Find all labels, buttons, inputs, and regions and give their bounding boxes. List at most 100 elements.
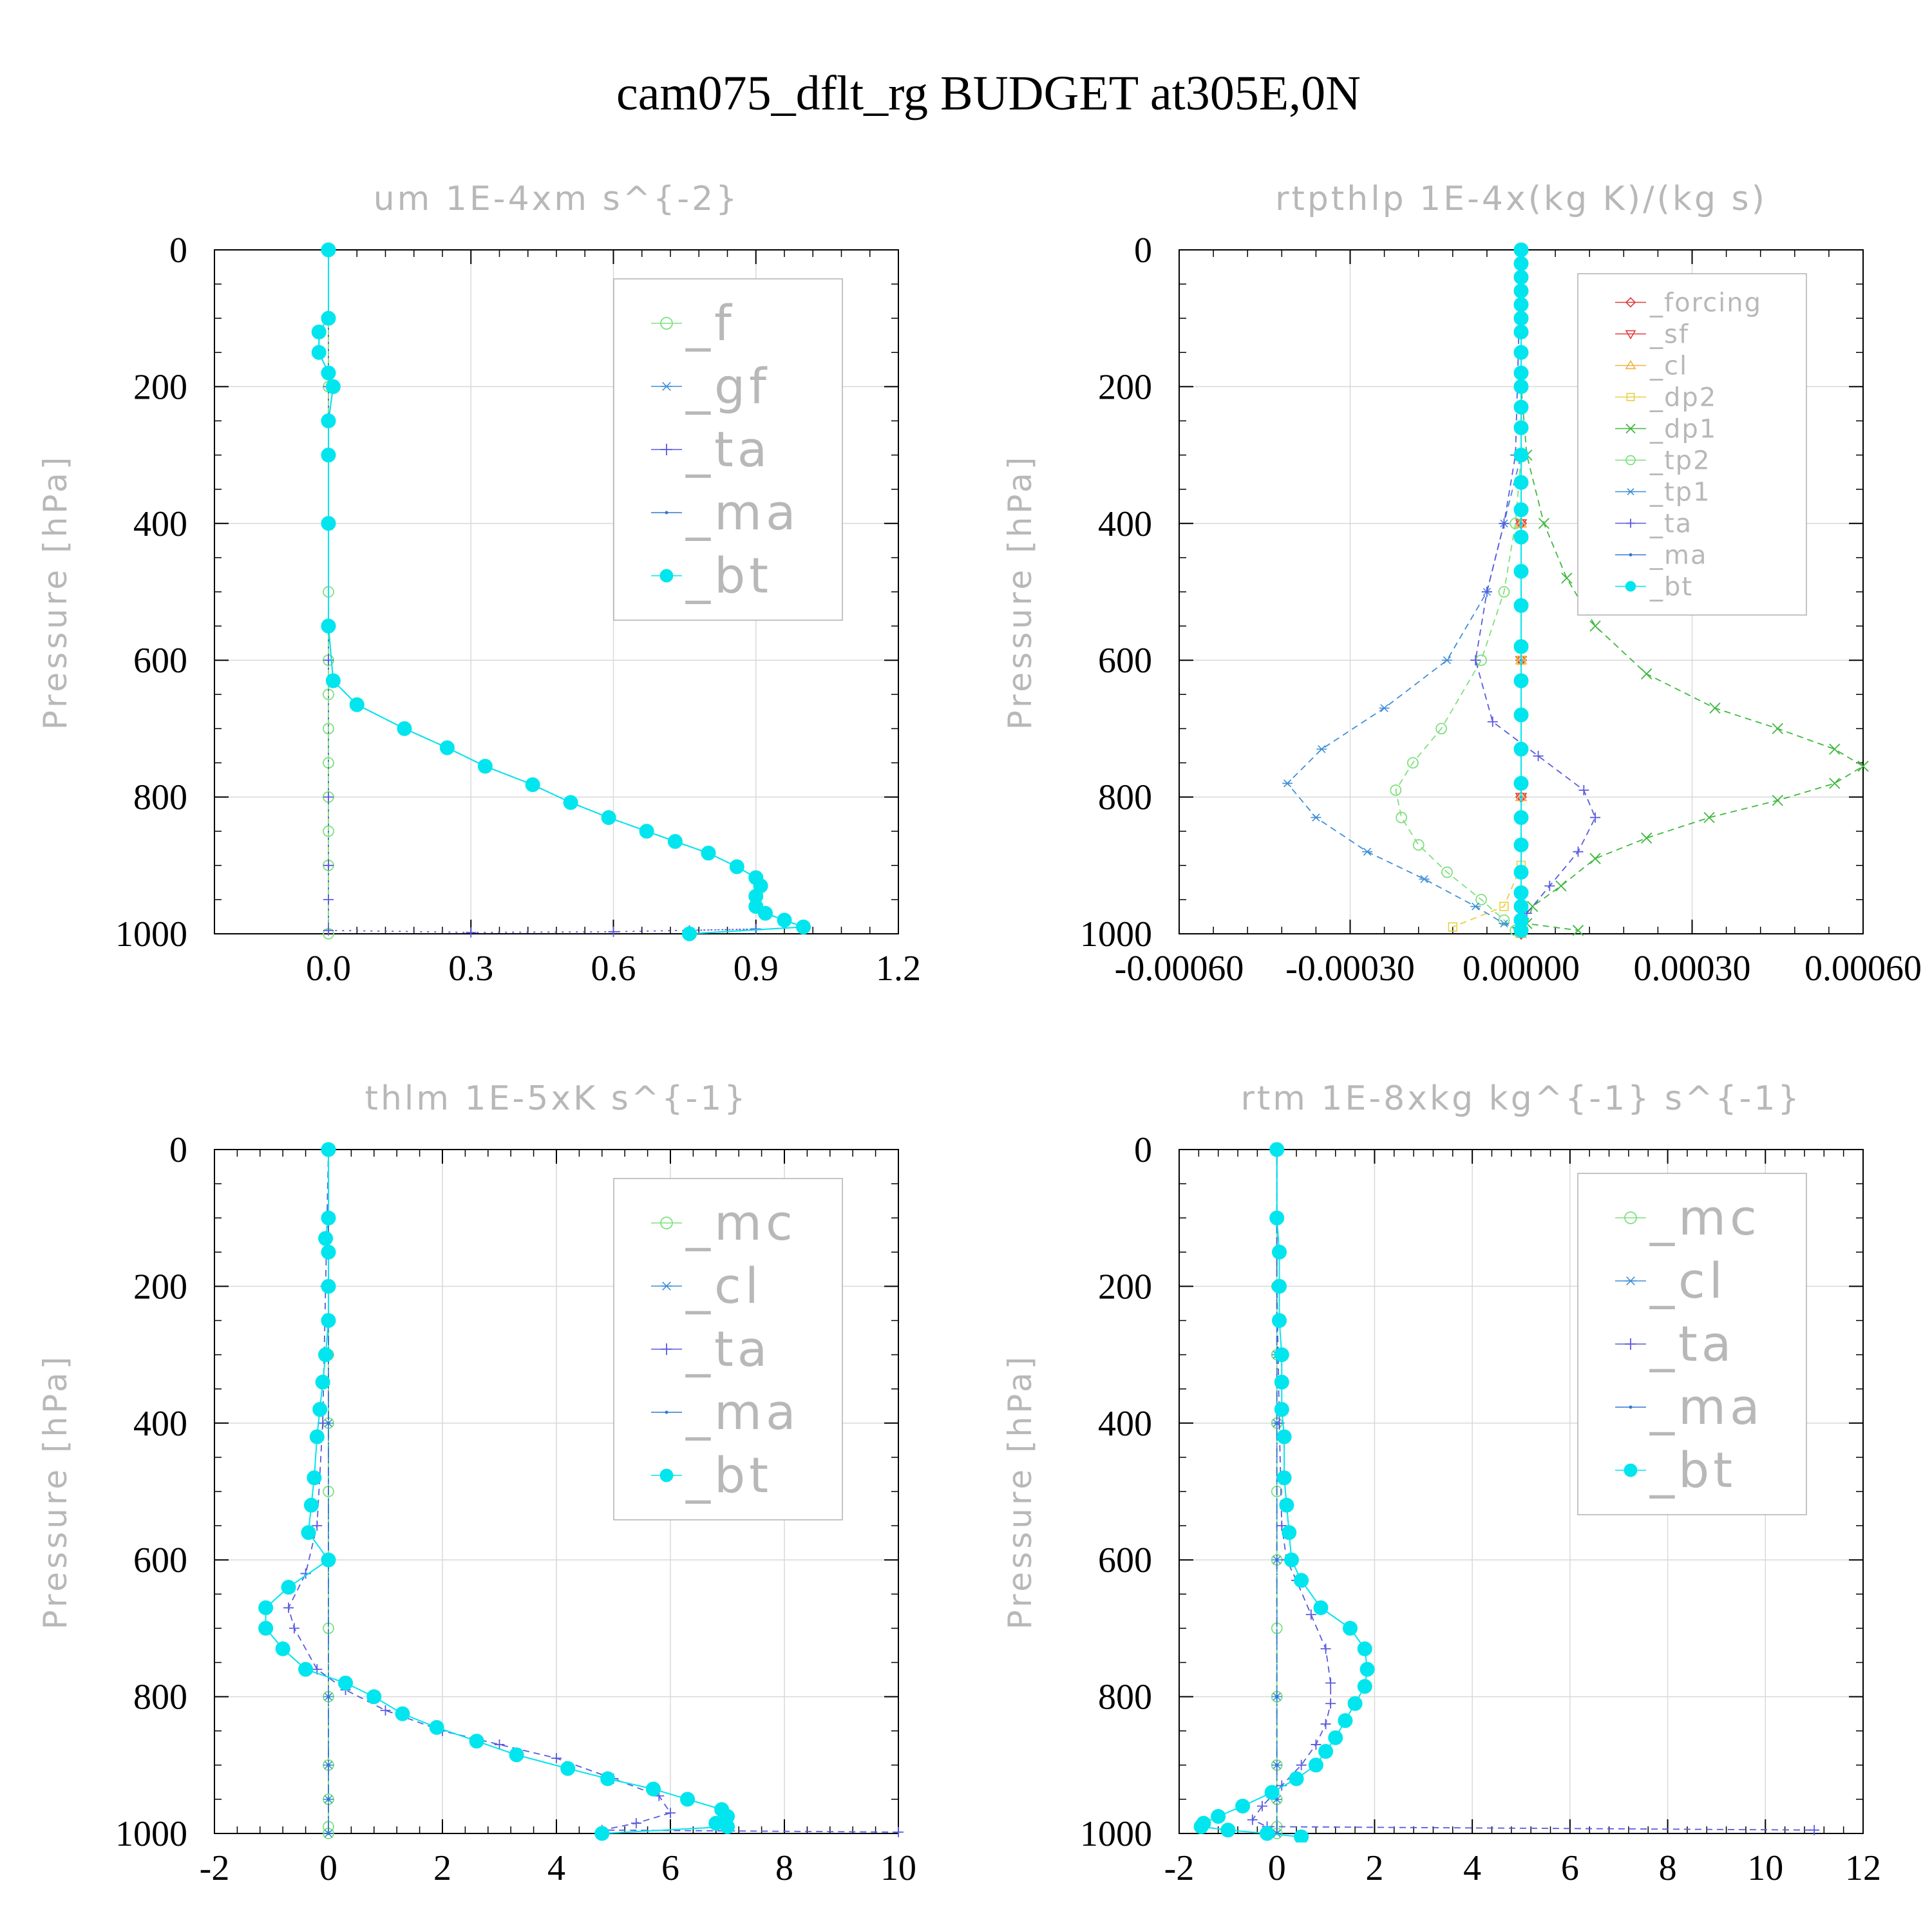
series-line [1475, 249, 1596, 931]
x-tick-label: 0.3 [448, 949, 493, 989]
data-point [327, 1797, 330, 1801]
x-tick-label: -0.00030 [1285, 949, 1415, 989]
y-axis-label: Pressure [hPa] [37, 1354, 74, 1630]
legend-marker [660, 1217, 673, 1229]
data-point [1573, 846, 1584, 857]
data-point [349, 697, 365, 712]
data-point [1499, 518, 1510, 529]
x-tick-label: 0.0 [306, 949, 351, 989]
data-point [682, 926, 697, 942]
legend-marker [1626, 518, 1635, 528]
y-tick-label: 0 [169, 1130, 187, 1170]
x-tick-label: 1.2 [876, 949, 921, 989]
data-point [1589, 853, 1601, 864]
y-tick-label: 800 [1098, 778, 1152, 818]
y-tick-label: 1000 [115, 1814, 187, 1854]
data-point [1320, 1719, 1331, 1730]
legend-marker [661, 382, 672, 391]
data-point [338, 1675, 354, 1690]
data-point [1513, 673, 1529, 688]
x-tick-label: 4 [547, 1848, 565, 1888]
data-point [1313, 1600, 1329, 1616]
data-point [1283, 1552, 1299, 1567]
legend-label: _bt [685, 547, 772, 604]
data-point [1294, 1573, 1309, 1588]
legend-label: _f [685, 294, 735, 352]
data-point [1513, 923, 1529, 938]
data-point [1328, 1730, 1343, 1745]
data-point [327, 1421, 330, 1425]
data-point [321, 618, 336, 634]
data-point [1513, 502, 1529, 518]
data-point [1513, 810, 1529, 825]
x-tick-label: 4 [1463, 1848, 1481, 1888]
x-tick-label: -0.00060 [1115, 949, 1244, 989]
legend-label: _bt [685, 1446, 772, 1504]
series-bt [1193, 1142, 1375, 1842]
data-point [1513, 256, 1529, 271]
data-point [1264, 1785, 1280, 1800]
data-point [312, 1402, 328, 1417]
data-point [1235, 1799, 1251, 1814]
data-point [608, 926, 619, 937]
x-tick-label: 0.00000 [1463, 949, 1580, 989]
data-point [563, 795, 578, 810]
data-point [1220, 1823, 1236, 1838]
data-point [321, 516, 336, 531]
legend-marker [660, 317, 673, 330]
data-point [1499, 902, 1509, 911]
figure-title: cam075_dflt_rg BUDGET at305E,0N [616, 66, 1361, 120]
data-point [321, 1210, 336, 1226]
data-point [327, 1695, 330, 1699]
data-point [1513, 475, 1529, 490]
legend-marker [1625, 423, 1636, 434]
legend-marker [1624, 1463, 1638, 1477]
data-point [1703, 811, 1715, 824]
data-point [1289, 1771, 1304, 1786]
data-point [318, 1231, 334, 1246]
subplot-title: thlm 1E-5xK s^{-1} [365, 1079, 748, 1118]
data-point [323, 894, 334, 905]
plot-area [258, 1142, 904, 1841]
data-point [1513, 639, 1529, 654]
legend-marker [1626, 393, 1635, 401]
legend: _f_gf _ta _ma _bt [613, 278, 843, 621]
y-tick-label: 1000 [1080, 914, 1152, 954]
data-point [1296, 1759, 1307, 1770]
data-point [1441, 866, 1453, 878]
data-point [729, 859, 744, 875]
data-point [758, 905, 773, 921]
legend-label: _mc [1649, 1189, 1761, 1246]
data-point [1513, 707, 1529, 723]
y-tick-label: 200 [133, 1267, 187, 1307]
y-tick-label: 0 [1134, 231, 1152, 270]
legend: _mc _cl _ta _ma _bt [1577, 1173, 1807, 1515]
series-line [265, 1150, 729, 1834]
data-point [323, 925, 334, 936]
y-tick-label: 0 [169, 231, 187, 270]
data-point [1343, 1620, 1358, 1636]
data-point [600, 1771, 616, 1786]
data-point [311, 345, 327, 360]
data-point [1272, 1278, 1287, 1294]
y-tick-label: 200 [1098, 367, 1152, 407]
data-point [327, 1763, 330, 1767]
data-point [323, 723, 334, 735]
legend-label: _ta [685, 1320, 771, 1378]
x-tick-label: 0 [1268, 1848, 1286, 1888]
data-point [1412, 839, 1425, 851]
data-point [1311, 1739, 1321, 1750]
data-point [1829, 777, 1841, 789]
data-point [307, 1470, 322, 1486]
legend-marker [1625, 330, 1636, 340]
legend-label: _forcing [1649, 289, 1762, 318]
data-point [680, 1792, 696, 1807]
data-point [1513, 283, 1529, 299]
data-point [1513, 379, 1529, 394]
data-point [1448, 922, 1457, 932]
data-point [1513, 269, 1529, 285]
data-point [551, 1753, 562, 1764]
data-point [1561, 573, 1573, 584]
series-line [1251, 1150, 1815, 1831]
